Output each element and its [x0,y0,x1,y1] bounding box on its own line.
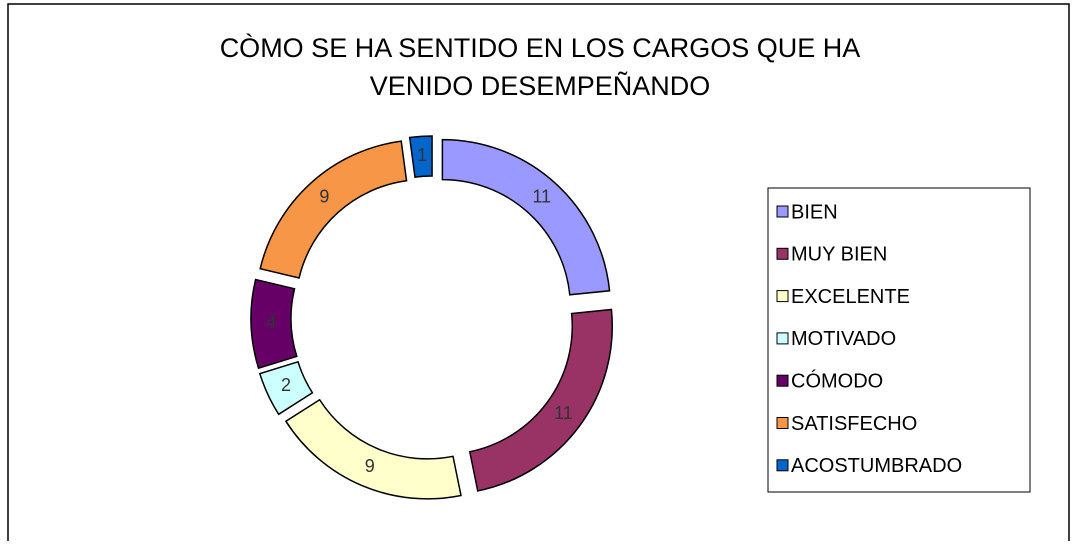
chart-title-line-2: VENIDO DESEMPEÑANDO [370,70,711,101]
doughnut-segment [284,398,462,500]
doughnut-segment [259,140,408,279]
data-label: 2 [281,375,291,395]
data-label: 1 [417,145,427,165]
legend-label: EXCELENTE [791,286,910,308]
doughnut-segment [258,360,314,416]
legend-box [767,187,1031,493]
legend-swatch [776,290,789,303]
legend-swatch [776,417,789,429]
doughnut-segment [408,135,433,179]
legend-label: ACOSTUMBRADO [791,455,962,477]
legend-label: CÓMODO [791,369,883,392]
chart-title-line-1: CÒMO SE HA SENTIDO EN LOS CARGOS QUE HA [220,32,861,63]
legend-label: BIEN [791,201,838,223]
legend-swatch [776,332,789,345]
doughnut-segment [441,138,611,296]
legend-swatch [776,247,789,260]
data-label: 9 [365,456,375,476]
legend-label: MUY BIEN [791,244,887,266]
legend-label: MOTIVADO [791,328,896,350]
doughnut-segment [250,278,298,370]
data-label: 9 [319,187,329,207]
legend-label: SATISFECHO [791,413,917,435]
data-label: 4 [266,312,276,332]
legend-swatch [776,205,789,218]
legend-swatch [776,459,789,472]
legend-swatch [776,374,789,387]
data-label: 11 [554,403,573,423]
data-label: 11 [532,187,551,207]
doughnut-segment [468,308,613,492]
